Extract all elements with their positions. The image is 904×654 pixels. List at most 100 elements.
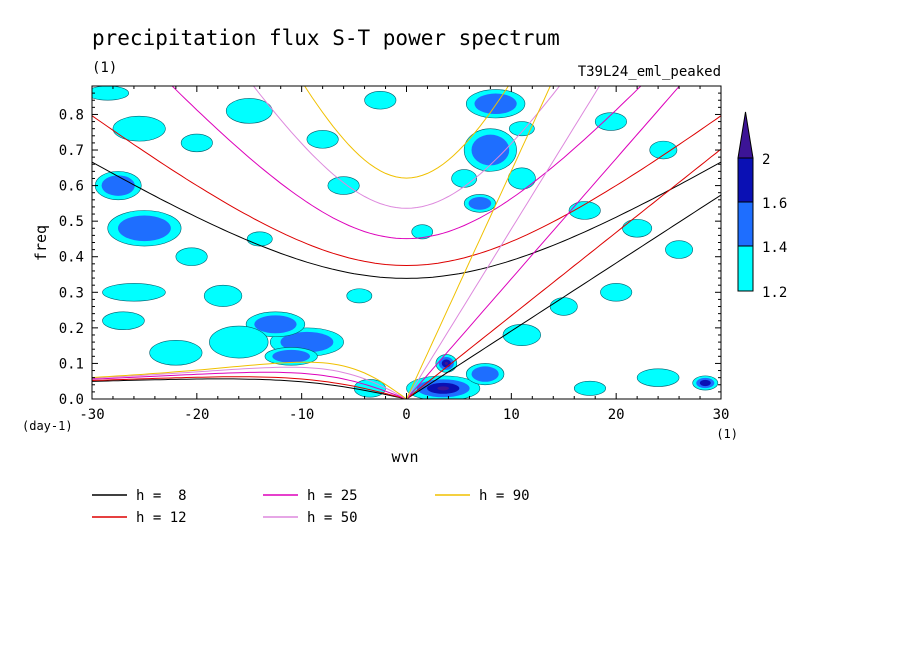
rossby-wave-line	[92, 376, 407, 399]
contour-fill-level-1	[622, 219, 653, 238]
contour-region	[203, 284, 243, 307]
colorbar-label: 2	[762, 152, 770, 168]
contour-region	[225, 98, 273, 124]
contour-region	[549, 297, 578, 316]
y-tick-label: 0.8	[59, 107, 84, 123]
legend-label: h = 12	[136, 510, 187, 526]
kelvin-wave-line	[406, 86, 681, 399]
contour-fill-level-1	[102, 283, 166, 302]
dispersion-curve-h25	[92, 86, 681, 399]
contour-fill-level-1	[353, 379, 386, 398]
contour-region	[149, 340, 203, 366]
contour-fill-level-1	[346, 288, 373, 304]
legend-entry: h = 12	[92, 510, 187, 526]
colorbar-swatch	[737, 201, 754, 247]
x-tick-label: 20	[608, 407, 625, 423]
legend-label: h = 50	[307, 510, 358, 526]
y-tick-label: 0.4	[59, 250, 84, 266]
kelvin-wave-line	[406, 86, 551, 399]
rossby-wave-line	[92, 361, 407, 399]
contour-region	[209, 325, 269, 359]
contour-region	[180, 133, 213, 153]
y-tick-label: 0.5	[59, 214, 84, 230]
contour-region	[112, 115, 166, 142]
gravity-wave-line	[252, 86, 561, 209]
contour-region	[451, 169, 478, 188]
contour-fill-level-1	[209, 325, 269, 359]
contour-fill-level-1	[649, 140, 678, 160]
legend-entry: h = 90	[435, 488, 530, 504]
contour-region	[245, 311, 306, 338]
gravity-wave-line	[92, 161, 721, 279]
colorbar-swatch	[737, 157, 754, 203]
chart-title: precipitation flux S-T power spectrum	[92, 26, 560, 50]
contour-fill-level-2	[474, 93, 517, 115]
contour-fill-level-1	[225, 98, 273, 124]
y-tick-label: 0.7	[59, 143, 84, 159]
contour-fill-level-1	[411, 224, 434, 240]
contour-fill-level-2	[468, 196, 492, 210]
contour-region	[175, 247, 208, 266]
dispersion-curves-layer	[92, 86, 721, 399]
contour-region	[246, 231, 273, 247]
y-tick-label: 0.0	[59, 392, 84, 408]
x-axis-label: wvn	[391, 448, 418, 466]
contour-fill-layer	[92, 86, 719, 399]
contour-fill-level-2	[471, 134, 510, 166]
contour-region	[649, 140, 678, 160]
contour-fill-level-2	[471, 366, 499, 382]
contour-region	[306, 130, 339, 149]
contour-fill-level-3	[699, 379, 711, 387]
kelvin-wave-line	[406, 194, 721, 399]
contour-fill-level-1	[92, 86, 129, 101]
contour-region	[465, 363, 505, 386]
contour-fill-level-4	[437, 386, 450, 391]
legend-entry: h = 50	[263, 510, 358, 526]
contour-region	[364, 91, 397, 110]
kelvin-wave-line	[406, 148, 721, 399]
x-tick-label: 30	[713, 407, 730, 423]
contour-region	[92, 86, 129, 101]
contour-fill-level-1	[112, 115, 166, 142]
contour-fill-level-2	[101, 175, 135, 196]
contour-region	[594, 112, 627, 131]
legend: h = 8 h = 12 h = 25 h = 50 h = 90	[92, 488, 530, 526]
x-tick-label: 0	[402, 407, 410, 423]
contour-region	[573, 380, 606, 396]
contour-region	[568, 201, 601, 220]
kelvin-wave-line	[406, 86, 601, 399]
y-tick-label: 0.2	[59, 321, 84, 337]
contour-region	[102, 283, 166, 302]
chart-subtitle-right: T39L24_eml_peaked	[578, 64, 721, 80]
x-unit-label: (1)	[716, 427, 738, 441]
dispersion-curve-h50	[92, 86, 601, 399]
dispersion-curve-h12	[92, 115, 721, 399]
legend-entry: h = 25	[263, 488, 358, 504]
contour-fill-level-1	[507, 167, 536, 190]
x-tick-label: -30	[79, 407, 104, 423]
gravity-wave-line	[304, 86, 509, 179]
contour-fill-level-1	[502, 324, 541, 346]
dispersion-curve-h90	[92, 86, 551, 399]
legend-label: h = 90	[479, 488, 530, 504]
rossby-wave-line	[92, 371, 407, 399]
gravity-wave-line	[171, 86, 642, 240]
contour-fill-level-1	[451, 169, 478, 188]
contour-fill-level-1	[636, 368, 680, 387]
contour-fill-level-1	[149, 340, 203, 366]
contour-fill-level-4	[444, 361, 449, 365]
contour-region	[346, 288, 373, 304]
contour-region	[622, 219, 653, 238]
contour-fill-level-1	[175, 247, 208, 266]
contour-fill-level-1	[665, 240, 693, 259]
contour-fill-level-2	[272, 349, 311, 363]
contour-region	[507, 167, 536, 190]
contour-fill-level-1	[573, 380, 606, 396]
rossby-wave-line	[92, 378, 407, 399]
colorbar-extension-arrow	[737, 111, 754, 159]
contour-fill-level-2	[254, 315, 297, 334]
x-tick-label: 10	[503, 407, 520, 423]
colorbar: 1.2 1.4 1.6 2	[737, 111, 787, 301]
contour-region	[411, 224, 434, 240]
